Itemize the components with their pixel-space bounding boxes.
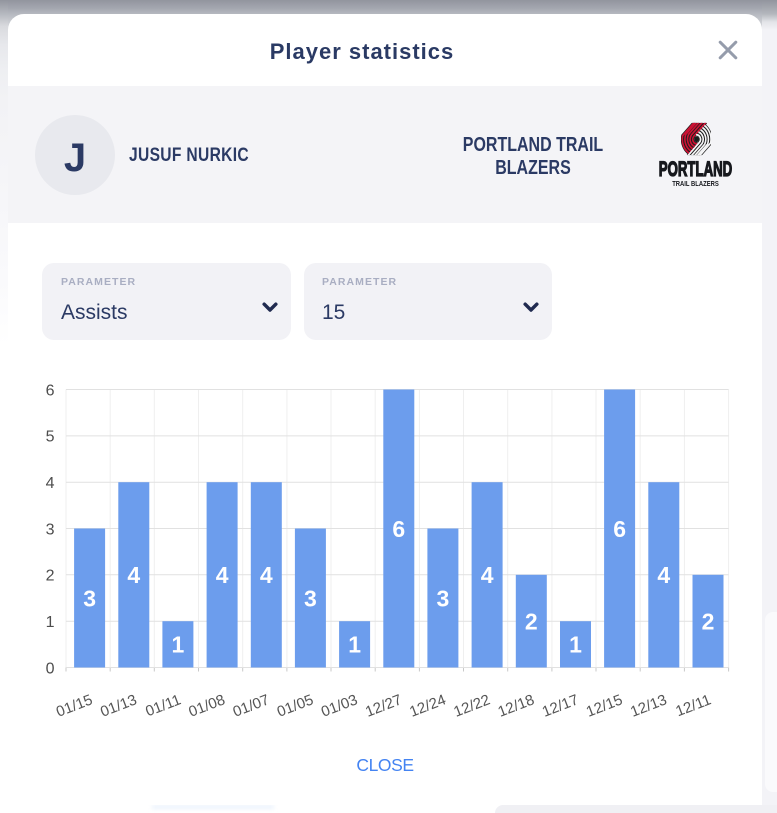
svg-text:12/27: 12/27 (363, 691, 404, 720)
svg-text:01/07: 01/07 (231, 691, 272, 720)
svg-text:4: 4 (127, 562, 140, 588)
svg-text:4: 4 (216, 562, 229, 588)
svg-text:4: 4 (481, 562, 494, 588)
svg-text:1: 1 (348, 632, 361, 658)
svg-text:01/15: 01/15 (54, 691, 95, 720)
svg-text:12/11: 12/11 (673, 691, 713, 720)
svg-text:3: 3 (437, 585, 450, 611)
svg-text:6: 6 (46, 382, 55, 399)
svg-text:12/22: 12/22 (451, 691, 492, 720)
svg-text:2: 2 (525, 609, 538, 635)
svg-text:4: 4 (260, 562, 273, 588)
svg-text:4: 4 (46, 475, 55, 492)
svg-text:3: 3 (46, 521, 55, 538)
svg-text:3: 3 (304, 585, 317, 611)
svg-text:12/13: 12/13 (628, 691, 669, 720)
svg-text:6: 6 (613, 516, 626, 542)
svg-text:01/03: 01/03 (319, 691, 360, 720)
svg-text:0: 0 (46, 660, 55, 677)
svg-text:12/24: 12/24 (407, 691, 448, 720)
svg-text:6: 6 (392, 516, 405, 542)
svg-text:2: 2 (702, 609, 715, 635)
svg-text:01/08: 01/08 (186, 691, 227, 720)
svg-text:1: 1 (569, 632, 582, 658)
svg-text:1: 1 (46, 614, 55, 631)
svg-text:01/05: 01/05 (275, 691, 316, 720)
svg-text:5: 5 (46, 429, 55, 446)
svg-text:3: 3 (83, 585, 96, 611)
svg-text:2: 2 (46, 568, 55, 585)
svg-text:4: 4 (657, 562, 670, 588)
svg-text:1: 1 (172, 632, 185, 658)
svg-text:12/18: 12/18 (496, 691, 537, 720)
svg-text:12/17: 12/17 (540, 691, 581, 720)
svg-text:12/15: 12/15 (584, 691, 625, 720)
svg-text:01/11: 01/11 (143, 691, 183, 720)
svg-text:01/13: 01/13 (98, 691, 139, 720)
